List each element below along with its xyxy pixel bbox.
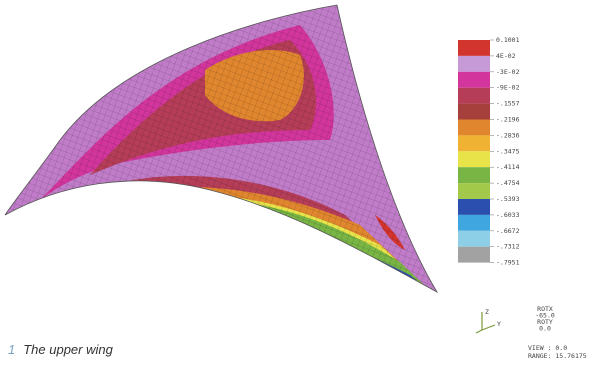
- legend-swatch: [458, 167, 490, 184]
- legend-swatch: [458, 71, 490, 88]
- legend-label: -.7951: [496, 259, 520, 267]
- wing-outline: [4, 4, 439, 294]
- legend-label: -.2196: [496, 116, 520, 124]
- legend-label: -.1557: [496, 100, 520, 108]
- legend-swatch: [458, 230, 490, 247]
- legend-swatch: [458, 103, 490, 120]
- legend-swatch: [458, 199, 490, 215]
- range-label: RANGE: 15.76175: [528, 352, 587, 360]
- rotation-label: ROTY: [537, 318, 553, 326]
- rotation-label: 0.0: [539, 325, 551, 333]
- triad-y: Y: [497, 320, 501, 328]
- legend-label: -3E-02: [496, 68, 520, 76]
- legend-label: -9E-02: [496, 84, 520, 92]
- legend-label: -.5393: [496, 195, 520, 203]
- legend-label: -.2836: [496, 131, 520, 139]
- rotation-label: -65.0: [535, 312, 555, 320]
- legend-swatch: [458, 119, 490, 136]
- rotation-label: ROTX: [537, 305, 553, 313]
- triad-z: Z: [485, 308, 489, 316]
- legend-label: -.6672: [496, 227, 520, 235]
- wing-contour: [5, 5, 437, 292]
- legend-swatch: [458, 55, 490, 72]
- legend-label: -.3475: [496, 147, 520, 155]
- legend-label: -.6033: [496, 211, 520, 219]
- legend-swatch: [458, 87, 490, 104]
- caption-number: 1: [8, 342, 16, 357]
- legend-label: 0.1001: [496, 36, 520, 44]
- view-label: VIEW : 0.0: [528, 344, 567, 352]
- legend-swatch: [458, 151, 490, 168]
- triad: Z Y: [475, 308, 501, 334]
- legend-swatch: [458, 135, 490, 152]
- legend-swatch: [458, 246, 490, 263]
- legend-label: -.4114: [496, 163, 520, 171]
- legend: 0.1001 4E-02 -3E-02 -9E-02 -.1557 -.2196 -.283…: [458, 36, 520, 267]
- legend-label: 4E-02: [496, 52, 516, 60]
- legend-swatch: [458, 214, 490, 231]
- legend-label: -.4754: [496, 179, 520, 187]
- caption-text: The upper wing: [23, 342, 113, 357]
- caption: 1 The upper wing: [8, 342, 121, 357]
- legend-label: -.7312: [496, 243, 520, 251]
- legend-swatch: [458, 183, 490, 199]
- legend-swatch: [458, 40, 490, 56]
